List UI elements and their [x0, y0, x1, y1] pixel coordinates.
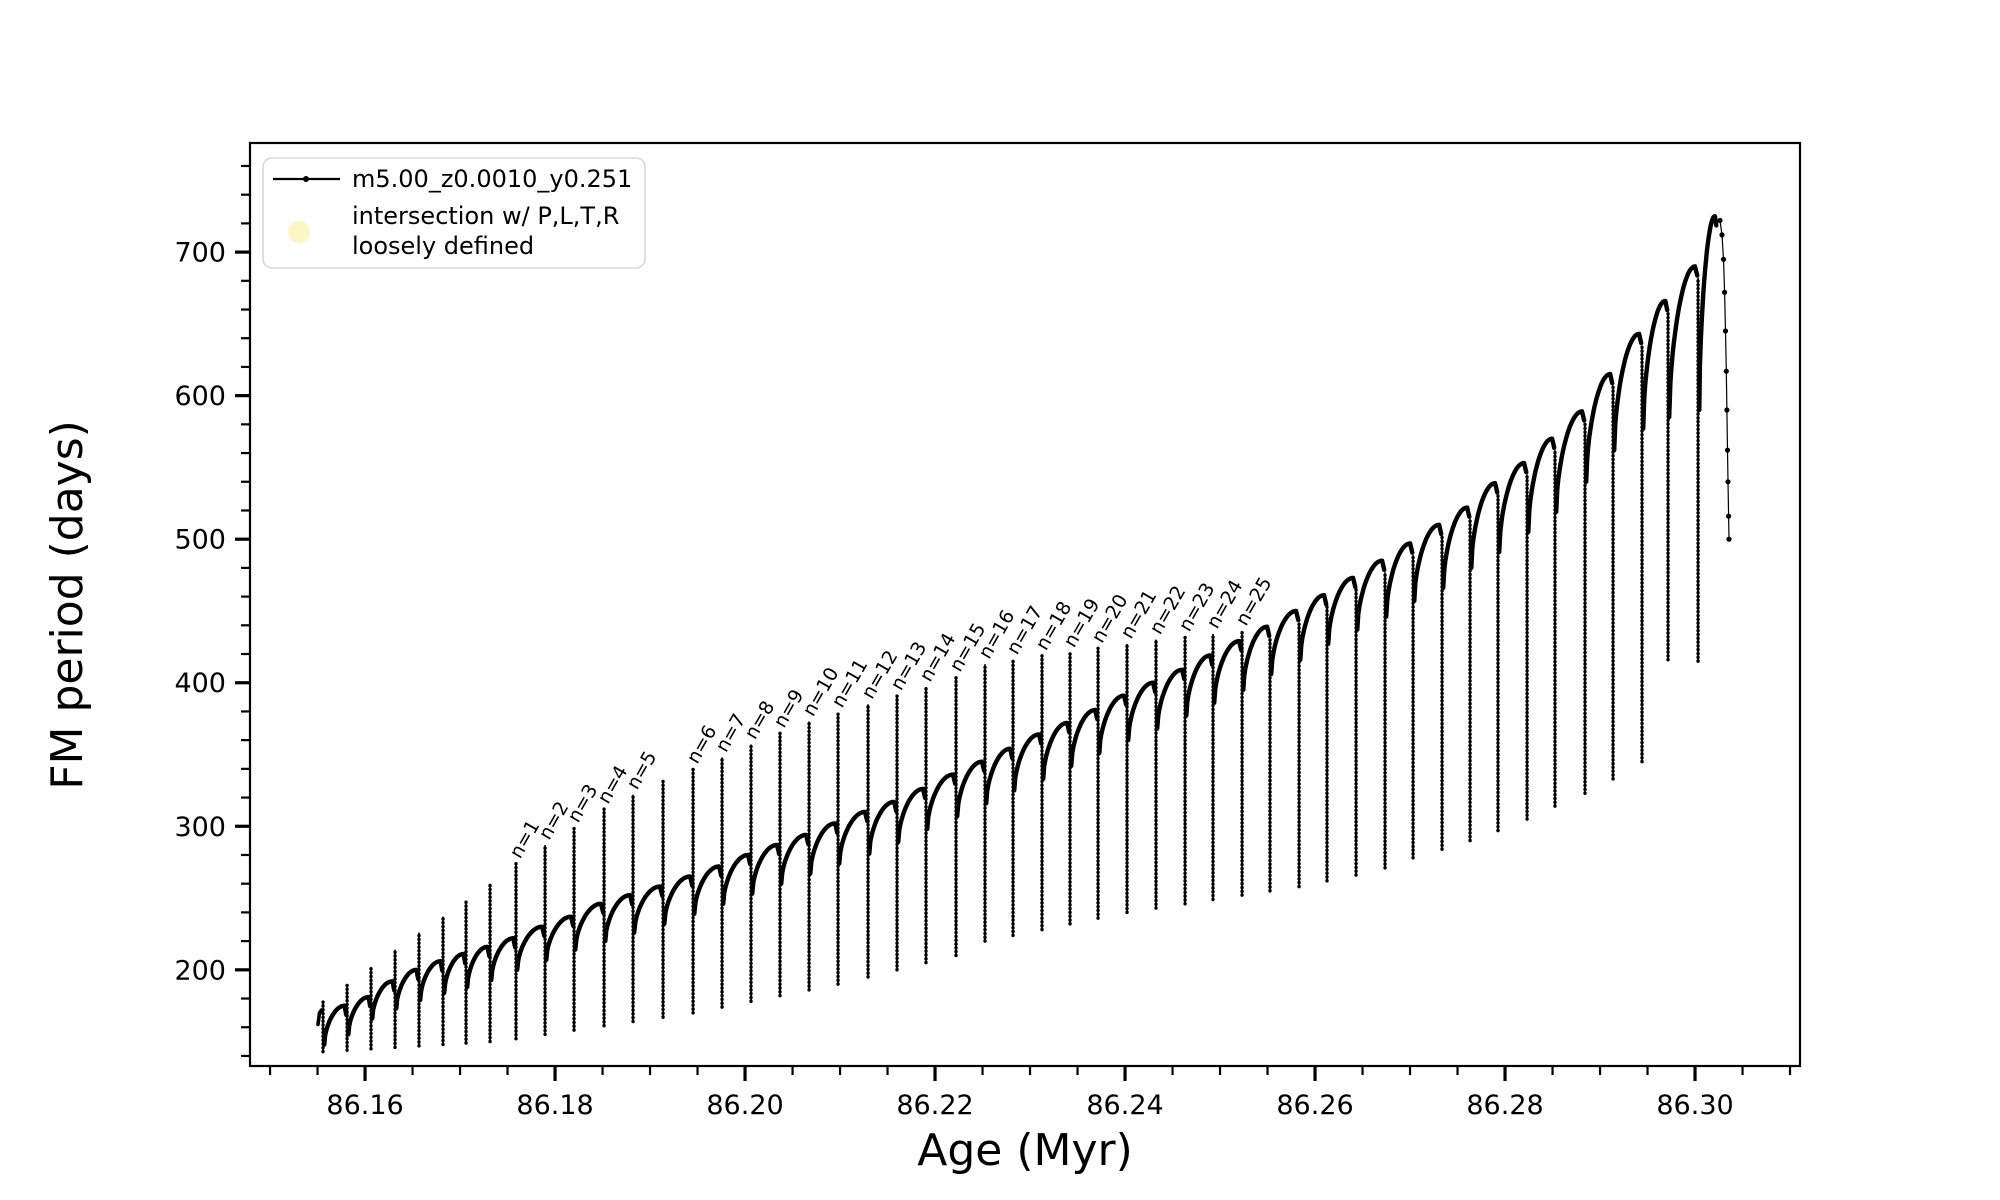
- x-tick-label: 86.26: [1276, 1090, 1353, 1121]
- y-tick-label: 500: [174, 525, 226, 556]
- y-tick-label: 600: [174, 381, 226, 412]
- terminal-descent-marker: [1722, 289, 1728, 295]
- terminal-descent-marker: [1724, 407, 1730, 413]
- cycle-arch: [1384, 541, 1415, 619]
- cycle-arch: [1412, 522, 1444, 604]
- y-tick-label: 700: [174, 238, 226, 269]
- cycle-arch: [662, 874, 695, 927]
- terminal-descent-marker: [1725, 479, 1731, 485]
- x-tick-label: 86.18: [516, 1090, 593, 1121]
- cycle-arch: [1554, 409, 1587, 515]
- cycle-arch: [692, 864, 724, 916]
- cycle-arch: [750, 842, 782, 896]
- cycle-arch: [1184, 653, 1215, 718]
- legend-intersection-label-line2: loosely defined: [352, 232, 534, 260]
- cycle-arch: [418, 959, 445, 1003]
- cycle-arch: [1697, 214, 1719, 413]
- legend-box: [262, 157, 646, 269]
- cycle-arch: [1497, 460, 1529, 555]
- cycle-arch: [1641, 298, 1670, 431]
- series-marker-icon: [303, 176, 309, 182]
- y-axis-label: FM period (days): [42, 420, 93, 790]
- cycle-arch: [1155, 667, 1187, 731]
- series-curve: [316, 214, 1732, 1054]
- cycle-arch: [779, 832, 811, 886]
- y-tick-label: 400: [174, 668, 226, 699]
- axis-ticks: 86.16 86.18 86.20 86.22 86.24 86.26 86.28 86.30…: [174, 164, 1792, 1121]
- terminal-descent-marker: [1720, 256, 1727, 262]
- cycle-arch: [1584, 371, 1615, 484]
- cycle-arch: [1326, 575, 1358, 647]
- terminal-descent-marker: [1719, 232, 1725, 238]
- cycle-arch: [925, 772, 958, 832]
- cycle-arch: [1069, 707, 1100, 769]
- cycle-arch: [573, 901, 606, 952]
- cycle-arch: [721, 852, 753, 906]
- terminal-descent-marker: [1724, 447, 1731, 453]
- terminal-descent-marker: [1717, 217, 1723, 224]
- x-tick-label: 86.30: [1656, 1090, 1733, 1121]
- intersection-marker-icon: [288, 221, 310, 243]
- y-tick-label: 200: [174, 955, 226, 986]
- cycle-arch: [1097, 693, 1129, 756]
- cycle-arch: [808, 821, 840, 876]
- terminal-descent-marker: [1726, 513, 1732, 519]
- y-tick-label: 300: [174, 812, 226, 843]
- cycle-arch: [465, 944, 492, 990]
- cycle-arch: [322, 1003, 349, 1047]
- x-axis-label: Age (Myr): [917, 1125, 1133, 1176]
- terminal-descent-marker: [1722, 328, 1729, 334]
- x-tick-label: 86.28: [1466, 1090, 1543, 1121]
- cycle-arch: [896, 786, 928, 845]
- cycle-arch: [544, 914, 576, 962]
- cycle-arch: [346, 994, 373, 1037]
- cycle-arch: [1126, 680, 1158, 743]
- cycle-arch: [955, 759, 987, 819]
- cycle-arch: [394, 967, 421, 1011]
- cycle-arch: [1612, 331, 1644, 453]
- cycle-arch: [1526, 436, 1557, 535]
- x-tick-label: 86.24: [1086, 1090, 1163, 1121]
- cycle-arch: [1298, 593, 1329, 662]
- x-tick-label: 86.16: [326, 1090, 403, 1121]
- cycle-arch: [370, 979, 397, 1021]
- cycle-arch: [837, 809, 870, 866]
- cycle-arch: [1241, 624, 1272, 693]
- axes-frame: [248, 141, 1802, 1068]
- cycle-arch: [1012, 732, 1044, 793]
- cycle-arch: [867, 799, 899, 856]
- cycle-arch: [1355, 558, 1387, 632]
- cycle-arch: [1269, 608, 1301, 677]
- cycle-arch: [1441, 505, 1472, 591]
- legend-series-label: m5.00_z0.0010_y0.251: [352, 165, 632, 193]
- lead-in-segment: [316, 1008, 324, 1027]
- x-tick-label: 86.20: [706, 1090, 783, 1121]
- cycle-arch: [984, 746, 1015, 806]
- terminal-descent-marker: [1723, 368, 1729, 374]
- legend-intersection-label-line1: intersection w/ P,L,T,R: [352, 202, 619, 230]
- legend: m5.00_z0.0010_y0.251 intersection w/ P,L…: [262, 157, 646, 269]
- cycle-arch: [1212, 638, 1244, 705]
- cycle-arch: [1469, 481, 1500, 571]
- plot-area: [250, 143, 1800, 1066]
- cycle-arch: [515, 924, 547, 972]
- cycle-arch: [442, 951, 468, 995]
- terminal-descent-marker: [1726, 536, 1732, 542]
- cycle-arch: [603, 893, 635, 944]
- cycle-arch: [1667, 264, 1700, 420]
- cycle-arch: [632, 884, 665, 935]
- x-tick-label: 86.22: [896, 1090, 973, 1121]
- cycle-arch: [489, 936, 518, 983]
- cycle-arch: [1041, 720, 1072, 782]
